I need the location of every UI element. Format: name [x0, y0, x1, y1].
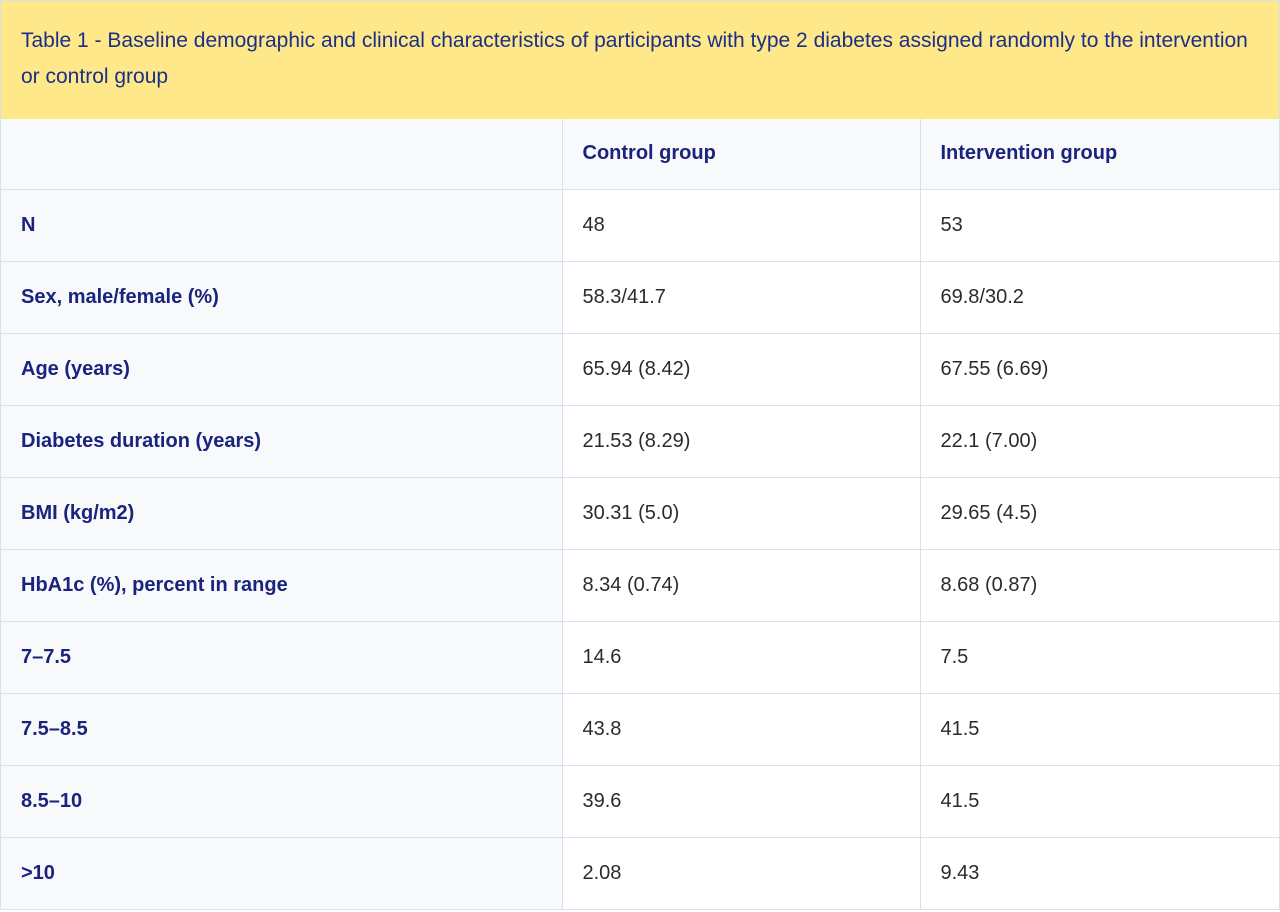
intervention-value: 22.1 (7.00)	[919, 404, 1279, 478]
intervention-value: 41.5	[919, 692, 1279, 766]
intervention-value: 67.55 (6.69)	[919, 332, 1279, 406]
column-header-control: Control group	[561, 119, 921, 190]
column-header-empty	[1, 119, 563, 190]
table-row: 7.5–8.5 43.8 41.5	[1, 692, 1279, 766]
row-label: Diabetes duration (years)	[1, 404, 563, 478]
table-row: BMI (kg/m2) 30.31 (5.0) 29.65 (4.5)	[1, 476, 1279, 550]
table-header-row: Control group Intervention group	[1, 119, 1279, 190]
intervention-value: 41.5	[919, 764, 1279, 838]
intervention-value: 53	[919, 189, 1279, 262]
row-label: BMI (kg/m2)	[1, 476, 563, 550]
table-row: >10 2.08 9.43	[1, 836, 1279, 909]
row-label: 7.5–8.5	[1, 692, 563, 766]
row-label: 7–7.5	[1, 620, 563, 694]
row-label: N	[1, 189, 563, 262]
intervention-value: 9.43	[919, 836, 1279, 909]
control-value: 48	[561, 189, 921, 262]
row-label: Sex, male/female (%)	[1, 260, 563, 334]
control-value: 21.53 (8.29)	[561, 404, 921, 478]
intervention-value: 8.68 (0.87)	[919, 548, 1279, 622]
intervention-value: 7.5	[919, 620, 1279, 694]
table-row: Age (years) 65.94 (8.42) 67.55 (6.69)	[1, 332, 1279, 406]
control-value: 39.6	[561, 764, 921, 838]
control-value: 2.08	[561, 836, 921, 909]
table-row: Diabetes duration (years) 21.53 (8.29) 2…	[1, 404, 1279, 478]
table-row: HbA1c (%), percent in range 8.34 (0.74) …	[1, 548, 1279, 622]
control-value: 43.8	[561, 692, 921, 766]
table-caption: Table 1 - Baseline demographic and clini…	[1, 1, 1279, 119]
intervention-value: 69.8/30.2	[919, 260, 1279, 334]
row-label: Age (years)	[1, 332, 563, 406]
row-label: HbA1c (%), percent in range	[1, 548, 563, 622]
row-label: 8.5–10	[1, 764, 563, 838]
table-row: Sex, male/female (%) 58.3/41.7 69.8/30.2	[1, 260, 1279, 334]
table-row: 8.5–10 39.6 41.5	[1, 764, 1279, 838]
intervention-value: 29.65 (4.5)	[919, 476, 1279, 550]
control-value: 8.34 (0.74)	[561, 548, 921, 622]
control-value: 65.94 (8.42)	[561, 332, 921, 406]
control-value: 30.31 (5.0)	[561, 476, 921, 550]
control-value: 58.3/41.7	[561, 260, 921, 334]
characteristics-table: Control group Intervention group N 48 53…	[1, 119, 1279, 909]
table-row: 7–7.5 14.6 7.5	[1, 620, 1279, 694]
column-header-intervention: Intervention group	[919, 119, 1279, 190]
row-label: >10	[1, 836, 563, 909]
table-row: N 48 53	[1, 189, 1279, 262]
control-value: 14.6	[561, 620, 921, 694]
